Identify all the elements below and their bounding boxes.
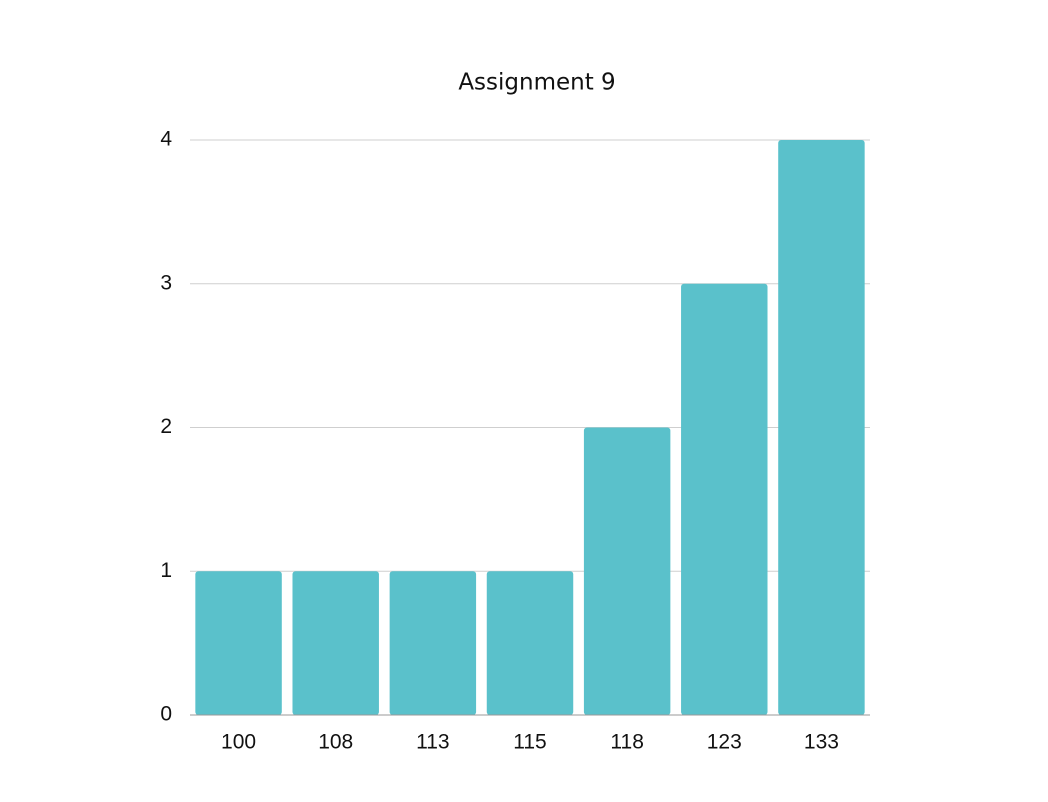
x-tick-label: 123 — [707, 731, 742, 754]
bar — [778, 140, 865, 715]
x-tick-label: 108 — [318, 731, 353, 754]
y-tick-label: 2 — [160, 415, 172, 438]
chart-title: Assignment 9 — [458, 70, 615, 96]
y-tick-label: 3 — [160, 271, 172, 294]
y-tick-label: 1 — [160, 559, 172, 582]
bar — [292, 571, 379, 715]
x-tick-label: 100 — [221, 731, 256, 754]
bar — [195, 571, 282, 715]
x-tick-label: 113 — [416, 731, 449, 754]
bar — [389, 571, 477, 715]
bar — [583, 427, 671, 715]
y-tick-label: 4 — [160, 128, 172, 151]
bar — [681, 283, 768, 715]
x-tick-label: 118 — [610, 731, 643, 754]
x-tick-label: 133 — [804, 731, 839, 754]
x-tick-label: 115 — [513, 731, 546, 754]
bar — [486, 571, 574, 715]
y-tick-label: 0 — [160, 703, 172, 726]
